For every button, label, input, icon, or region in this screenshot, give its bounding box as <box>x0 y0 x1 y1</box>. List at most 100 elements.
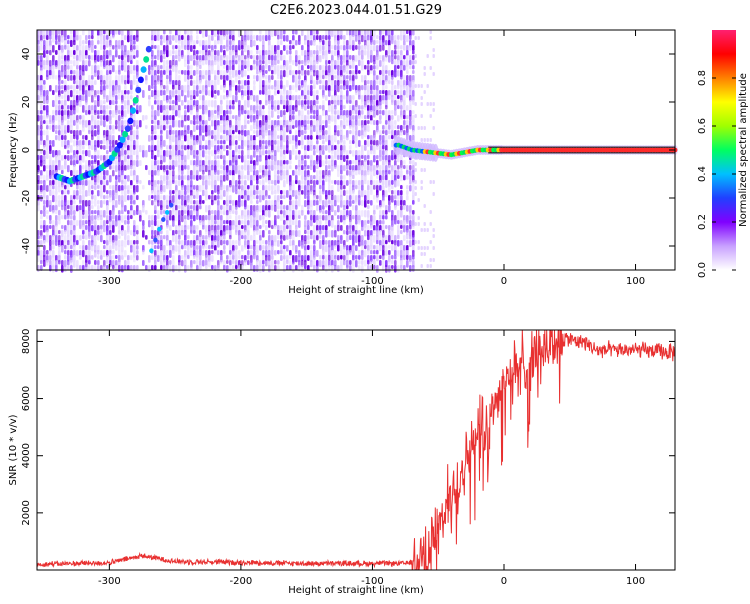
heatmap-cell <box>373 65 376 70</box>
heatmap-cell <box>403 85 406 90</box>
heatmap-cell <box>232 135 235 141</box>
heatmap-cell <box>268 30 271 36</box>
heatmap-cell <box>370 50 373 57</box>
heatmap-cell <box>283 95 286 102</box>
heatmap-cell <box>226 225 229 231</box>
heatmap-cell <box>423 90 426 94</box>
heatmap-cell <box>289 135 292 142</box>
heatmap-cell <box>349 75 352 82</box>
heatmap-cell <box>73 120 76 126</box>
heatmap-cell <box>235 60 238 65</box>
heatmap-cell <box>283 30 286 35</box>
heatmap-cell <box>340 80 343 85</box>
heatmap-cell <box>370 90 373 95</box>
heatmap-cell <box>370 40 373 45</box>
heatmap-cell <box>253 125 256 130</box>
heatmap-cell <box>175 80 178 86</box>
heatmap-cell <box>406 240 409 245</box>
heatmap-cell <box>202 235 205 240</box>
heatmap-cell <box>232 255 235 260</box>
heatmap-cell <box>376 100 379 107</box>
heatmap-cell <box>55 130 58 135</box>
heatmap-cell <box>382 30 385 35</box>
heatmap-cell <box>289 60 292 65</box>
heatmap-cell <box>406 220 409 225</box>
heatmap-cell <box>397 80 400 87</box>
heatmap-cell <box>307 95 310 102</box>
heatmap-cell <box>199 95 202 101</box>
heatmap-cell <box>307 65 310 70</box>
heatmap-cell <box>61 245 64 253</box>
heatmap-cell <box>382 255 385 260</box>
heatmap-cell <box>337 255 340 261</box>
heatmap-cell <box>388 185 391 193</box>
alias-track-point <box>153 237 158 243</box>
heatmap-cell <box>367 135 370 140</box>
heatmap-cell <box>118 245 121 252</box>
heatmap-cell <box>109 185 112 190</box>
heatmap-cell <box>429 180 432 184</box>
heatmap-cell <box>379 75 382 81</box>
heatmap-cell <box>211 200 214 206</box>
heatmap-cell <box>420 168 423 172</box>
heatmap-cell <box>169 215 172 221</box>
heatmap-cell <box>259 75 262 81</box>
heatmap-cell <box>166 185 169 190</box>
heatmap-cell <box>130 55 133 61</box>
heatmap-cell <box>409 160 412 165</box>
heatmap-cell <box>265 190 268 197</box>
heatmap-cell <box>289 190 292 197</box>
heatmap-cell <box>229 50 232 56</box>
heatmap-cell <box>331 30 334 38</box>
heatmap-cell <box>304 265 307 270</box>
heatmap-cell <box>244 140 247 147</box>
heatmap-cell <box>370 160 373 167</box>
heatmap-cell <box>199 200 202 205</box>
heatmap-cell <box>403 90 406 96</box>
heatmap-cell <box>385 95 388 101</box>
heatmap-cell <box>130 35 133 42</box>
heatmap-cell <box>64 55 67 62</box>
heatmap-cell <box>325 175 328 183</box>
heatmap-cell <box>274 30 277 37</box>
heatmap-cell <box>352 240 355 247</box>
heatmap-cell <box>136 255 139 261</box>
heatmap-cell <box>187 255 190 260</box>
heatmap-cell <box>106 190 109 195</box>
heatmap-cell <box>256 200 259 205</box>
heatmap-cell <box>271 185 274 191</box>
heatmap-cell <box>241 210 244 217</box>
heatmap-cell <box>76 80 79 87</box>
heatmap-cell <box>334 155 337 160</box>
heatmap-cell <box>373 155 376 163</box>
heatmap-cell <box>133 170 136 177</box>
signal-track-point <box>122 130 129 138</box>
heatmap-cell <box>64 155 67 160</box>
heatmap-cell <box>310 80 313 85</box>
heatmap-cell <box>304 60 307 66</box>
heatmap-cell <box>292 265 295 273</box>
heatmap-cell <box>432 108 435 112</box>
heatmap-cell <box>373 120 376 126</box>
heatmap-cell <box>85 190 88 197</box>
heatmap-cell <box>88 150 91 158</box>
heatmap-cell <box>217 70 220 76</box>
heatmap-cell <box>382 215 385 220</box>
heatmap-cell <box>352 160 355 165</box>
heatmap-cell <box>106 200 109 207</box>
heatmap-cell <box>205 85 208 92</box>
heatmap-cell <box>268 125 271 130</box>
heatmap-cell <box>37 200 40 206</box>
heatmap-cell <box>229 220 232 227</box>
heatmap-cell <box>73 260 76 268</box>
heatmap-cell <box>151 55 154 60</box>
heatmap-cell <box>391 215 394 222</box>
heatmap-cell <box>313 70 316 77</box>
heatmap-cell <box>334 180 337 185</box>
heatmap-cell <box>85 60 88 66</box>
heatmap-cell <box>316 100 319 105</box>
heatmap-cell <box>130 95 133 100</box>
heatmap-cell <box>385 215 388 220</box>
heatmap-cell <box>343 105 346 110</box>
heatmap-cell <box>409 180 412 185</box>
